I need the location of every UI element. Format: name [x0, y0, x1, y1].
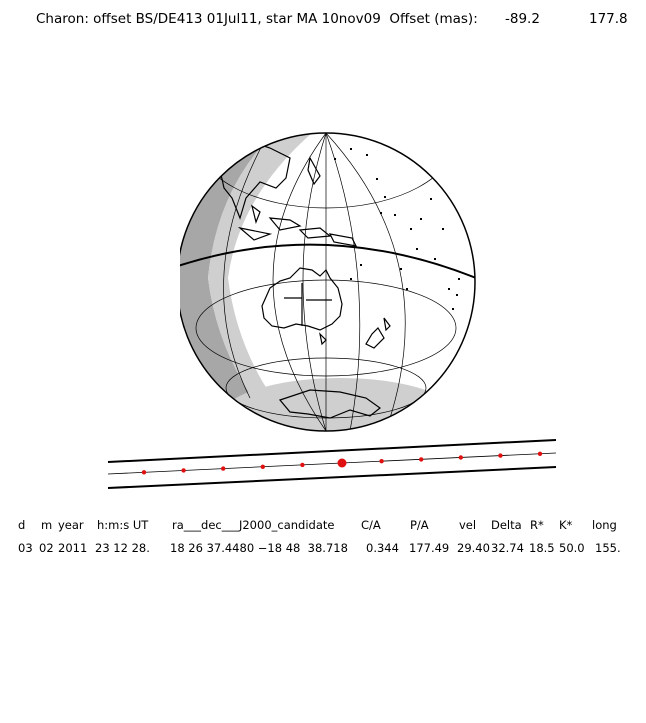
col-header-long: long — [592, 518, 617, 532]
col-header-rstar: R* — [530, 518, 544, 532]
equator-line — [177, 243, 475, 279]
pacific-islands — [334, 148, 460, 310]
coastlines — [219, 137, 391, 419]
track-time-point — [181, 468, 186, 473]
offset-dec-value: 177.8 — [589, 11, 628, 27]
night-shade — [177, 133, 460, 431]
track-time-point — [141, 470, 147, 475]
plot-title: Charon: offset BS/DE413 01Jul11, star MA… — [36, 11, 478, 27]
col-header-radec: ra___dec___J2000_candidate — [172, 518, 335, 532]
col-header-month: m — [41, 518, 53, 532]
value-rstar: 18.5 — [529, 541, 555, 555]
offset-ra-value: -89.2 — [505, 11, 540, 27]
col-header-day: d — [18, 518, 26, 532]
col-header-year: year — [58, 518, 84, 532]
table-value-row: 03 02 2011 23 12 28. 18 26 37.4480 −18 4… — [18, 541, 638, 557]
value-ca: 0.344 — [366, 541, 399, 555]
col-header-pa: P/A — [410, 518, 429, 532]
value-vel: 29.40 — [457, 541, 490, 555]
track-time-point — [300, 462, 305, 468]
table-header-row: d m year h:m:s UT ra___dec___J2000_candi… — [18, 518, 638, 534]
closest-approach-point — [337, 458, 347, 468]
col-header-kstar: K* — [559, 518, 573, 532]
value-delta: 32.74 — [491, 541, 524, 555]
value-long: 155. — [595, 541, 621, 555]
track-south-limit — [107, 466, 557, 489]
track-time-point — [419, 457, 424, 462]
value-time: 23 12 28. — [95, 541, 150, 555]
track-time-point — [537, 451, 543, 456]
track-time-point — [498, 453, 503, 458]
col-header-vel: vel — [459, 518, 477, 532]
value-year: 2011 — [58, 541, 88, 555]
value-day: 03 — [18, 541, 33, 555]
track-time-point — [458, 455, 463, 460]
earth-globe — [176, 118, 480, 447]
track-time-point — [221, 466, 226, 471]
col-header-time: h:m:s UT — [97, 518, 149, 532]
value-month: 02 — [39, 541, 54, 555]
track-time-point — [379, 459, 384, 464]
track-time-point — [260, 464, 265, 469]
track-north-limit — [107, 439, 557, 463]
value-kstar: 50.0 — [559, 541, 585, 555]
value-pa: 177.49 — [409, 541, 450, 555]
plot-title-bar: Charon: offset BS/DE413 01Jul11, star MA… — [36, 11, 636, 33]
value-radec: 18 26 37.4480 −18 48 38.718 — [170, 541, 348, 555]
col-header-delta: Delta — [491, 518, 522, 532]
col-header-ca: C/A — [361, 518, 381, 532]
occultation-track — [100, 432, 570, 500]
